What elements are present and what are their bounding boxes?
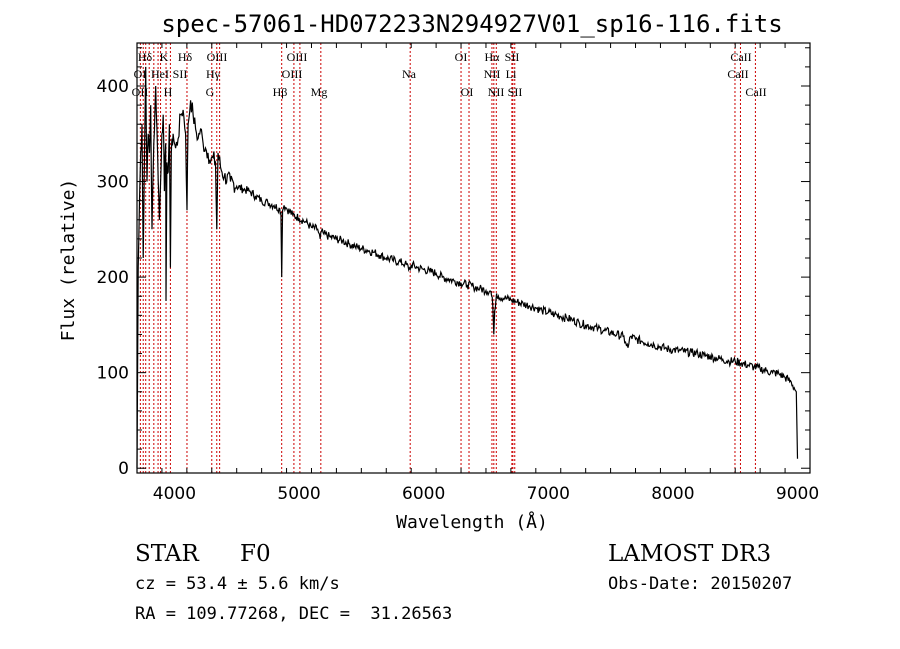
line-annotation: Hδ [138, 50, 153, 64]
line-annotation: NII [484, 67, 501, 81]
line-annotation: H [164, 85, 173, 99]
line-annotations: Hδ K Hδ OIII OIII OI HeI SII Hγ OIII OII H G Hβ Mg Na OI… [132, 50, 767, 99]
y-tick-label: 200 [97, 268, 129, 288]
x-axis-label: Wavelength (Å) [396, 511, 548, 533]
y-axis: 0 100 200 300 400 [97, 47, 810, 479]
x-tick-label: 5000 [277, 484, 320, 504]
observation-date: Obs-Date: 20150207 [608, 574, 793, 594]
line-annotation: CaII [727, 67, 748, 81]
line-annotation: OI [134, 67, 147, 81]
chart-title: spec-57061-HD072233N294927V01_sp16-116.f… [161, 10, 782, 38]
object-subclass: F0 [240, 541, 271, 567]
line-annotation: NII [488, 85, 505, 99]
line-annotation: CaII [745, 85, 766, 99]
line-annotation: OI [455, 50, 468, 64]
line-annotation: Na [402, 67, 417, 81]
x-tick-label: 9000 [776, 484, 819, 504]
line-annotation: Hα [485, 50, 501, 64]
y-tick-label: 400 [97, 77, 129, 97]
plot-frame [136, 42, 811, 474]
line-annotation: CaII [730, 50, 751, 64]
y-axis-label: Flux (relative) [58, 179, 79, 342]
emission-line-markers [139, 43, 756, 473]
y-tick-label: 0 [118, 459, 129, 479]
survey-name: LAMOST DR3 [608, 541, 772, 567]
line-annotation: OIII [287, 50, 308, 64]
line-annotation: Hγ [206, 67, 221, 81]
x-tick-label: 6000 [402, 484, 445, 504]
line-annotation: Hδ [178, 50, 193, 64]
line-annotation: SII [508, 85, 523, 99]
line-annotation: Mg [311, 85, 328, 99]
coordinates: RA = 109.77268, DEC = 31.26563 [135, 604, 453, 624]
y-tick-label: 100 [97, 364, 129, 384]
object-class: STAR [135, 541, 199, 567]
x-tick-label: 8000 [651, 484, 694, 504]
y-tick-label: 300 [97, 173, 129, 193]
line-annotation: OI [461, 85, 474, 99]
line-annotation: SII [505, 50, 520, 64]
line-annotation: OIII [282, 67, 303, 81]
x-tick-label: 7000 [527, 484, 570, 504]
x-tick-label: 4000 [153, 484, 196, 504]
line-annotation: OII [132, 85, 149, 99]
line-annotation: Hβ [273, 85, 288, 99]
line-annotation: K [160, 50, 169, 64]
line-annotation: OIII [207, 50, 228, 64]
line-annotation: G [206, 85, 215, 99]
line-annotation: HeI [151, 67, 169, 81]
line-annotation: SII [173, 67, 188, 81]
line-annotation: Li [506, 67, 517, 81]
redshift-cz: cz = 53.4 ± 5.6 km/s [135, 574, 340, 594]
x-axis: 4000 5000 6000 7000 8000 9000 [153, 43, 819, 504]
flux-series-line [136, 66, 799, 469]
